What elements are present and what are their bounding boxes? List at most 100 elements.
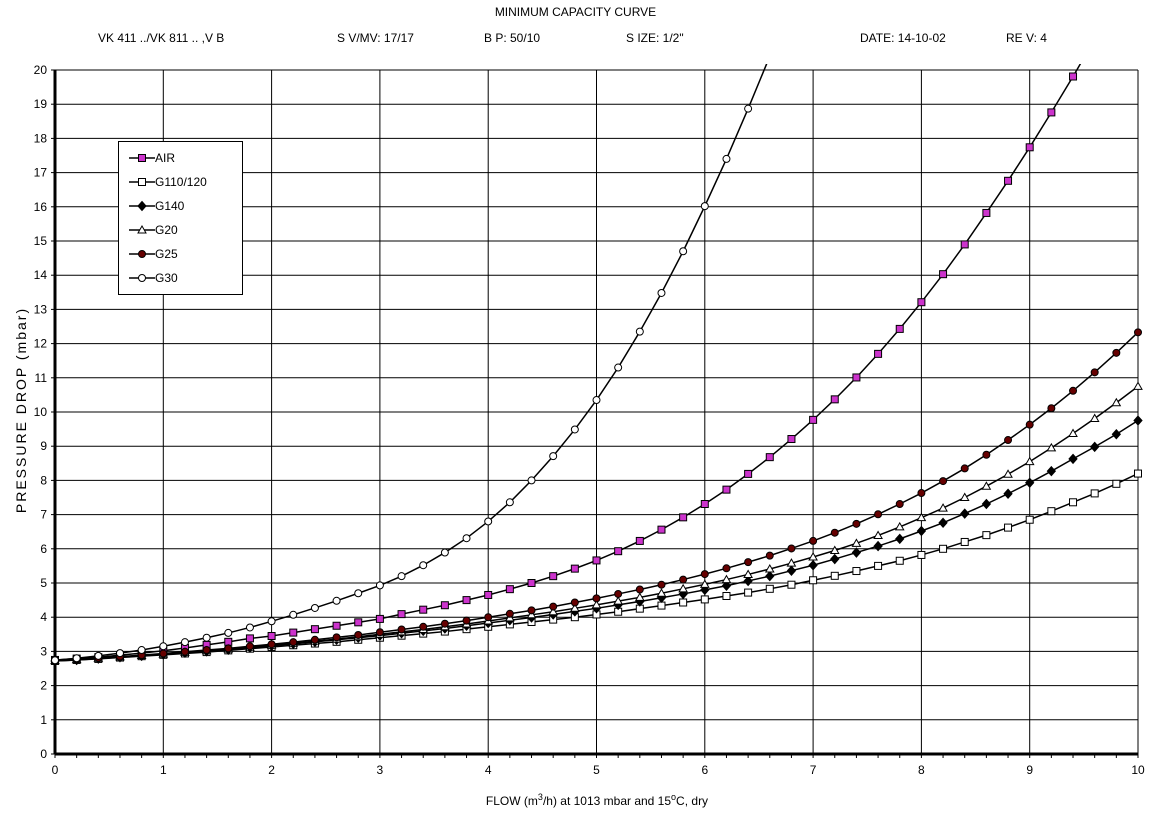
y-tick-label-12: 12 [34, 337, 48, 351]
point-g20-50 [1133, 381, 1143, 390]
point-g110-120-28 [657, 601, 666, 610]
legend-label-g140: G140 [155, 199, 185, 213]
point-air-18 [440, 601, 449, 610]
point-g140-42 [960, 508, 970, 519]
point-air-14 [354, 618, 363, 627]
point-g110-120-49 [1112, 479, 1121, 488]
x-tick-label-4: 4 [485, 763, 492, 777]
point-g25-44 [1004, 436, 1013, 445]
point-g30-15 [375, 581, 384, 590]
point-air-41 [939, 270, 948, 279]
point-air-33 [765, 453, 774, 462]
point-g30-8 [224, 628, 233, 637]
point-g30-4 [137, 646, 146, 655]
point-g30-14 [354, 589, 363, 598]
point-g140-45 [1025, 477, 1035, 489]
y-tick-label-15: 15 [34, 234, 48, 248]
point-g30-17 [419, 561, 428, 570]
point-g140-47 [1068, 453, 1078, 465]
point-air-9 [245, 634, 254, 643]
point-g25-28 [657, 580, 666, 589]
point-g110-120-31 [722, 591, 731, 600]
point-air-29 [679, 513, 688, 522]
point-g140-31 [721, 580, 732, 591]
point-g20-24 [569, 603, 580, 612]
point-g30-19 [462, 534, 471, 543]
point-air-42 [960, 240, 969, 249]
legend-label-g20: G20 [155, 223, 178, 237]
point-g140-37 [851, 547, 862, 558]
point-g25-33 [765, 551, 774, 560]
point-g30-27 [635, 327, 644, 336]
point-g30-12 [310, 603, 319, 612]
point-g110-120-35 [809, 576, 818, 585]
point-air-19 [462, 596, 471, 605]
point-g20-28 [656, 588, 667, 597]
point-g140-48 [1090, 441, 1100, 453]
point-air-30 [700, 499, 709, 508]
header-model: VK 411 ../VK 811 .. ,V B [98, 31, 225, 45]
point-g110-120-36 [830, 571, 839, 580]
point-g110-120-32 [744, 588, 753, 597]
legend-marker-g25 [138, 250, 146, 258]
point-g25-40 [917, 489, 926, 498]
legend-marker-air [138, 154, 146, 162]
point-g20-36 [829, 545, 840, 555]
point-g110-120-37 [852, 567, 861, 576]
legend-marker-g20 [137, 224, 147, 234]
legend-item-g30: G30 [119, 269, 242, 287]
legend-item-g20: G20 [119, 221, 242, 239]
point-air-16 [397, 610, 406, 619]
point-g30-9 [245, 623, 254, 632]
point-g25-23 [549, 602, 558, 611]
point-g30-30 [700, 202, 709, 211]
point-air-22 [527, 579, 536, 587]
point-g20-38 [873, 530, 883, 539]
point-g20-43 [981, 481, 992, 490]
point-g140-38 [873, 540, 883, 552]
legend-marker-g140 [137, 200, 147, 212]
point-g25-37 [852, 519, 861, 528]
point-g110-120-46 [1047, 507, 1056, 516]
point-g20-31 [721, 574, 732, 584]
point-g30-31 [722, 154, 731, 163]
point-g30-1 [72, 654, 81, 663]
point-g110-120-41 [939, 544, 948, 553]
y-tick-label-19: 19 [34, 97, 48, 111]
point-g25-6 [180, 647, 189, 656]
point-g30-21 [505, 498, 514, 507]
point-g110-120-44 [1004, 523, 1013, 532]
point-g20-26 [613, 596, 624, 605]
point-air-26 [614, 547, 623, 556]
point-g30-11 [289, 610, 298, 619]
point-g25-21 [505, 609, 514, 618]
point-g25-9 [245, 642, 254, 651]
point-air-36 [830, 395, 839, 404]
legend-label-air: AIR [155, 151, 176, 165]
point-air-20 [484, 590, 493, 599]
point-air-21 [505, 585, 514, 594]
point-g110-120-42 [960, 537, 969, 546]
point-g25-16 [397, 625, 406, 634]
point-g25-36 [830, 528, 839, 537]
x-axis-label-sup-1: 3 [537, 792, 543, 802]
legend-item-g25: G25 [119, 245, 242, 263]
y-tick-label-7: 7 [40, 508, 47, 522]
y-tick-label-2: 2 [40, 679, 47, 693]
x-tick-label-8: 8 [918, 763, 925, 777]
x-tick-label-6: 6 [701, 763, 708, 777]
point-air-47 [1069, 72, 1078, 81]
point-air-45 [1025, 143, 1034, 152]
point-g25-39 [895, 499, 904, 508]
legend-swatch-g20 [129, 224, 155, 234]
point-g110-120-33 [765, 584, 774, 593]
point-g25-42 [960, 464, 969, 473]
point-air-46 [1047, 108, 1056, 117]
point-g25-46 [1047, 404, 1056, 413]
point-g140-49 [1111, 428, 1122, 440]
point-g20-41 [938, 503, 948, 512]
point-g25-34 [787, 544, 796, 553]
y-tick-label-1: 1 [40, 713, 47, 727]
point-g30-16 [397, 572, 406, 581]
